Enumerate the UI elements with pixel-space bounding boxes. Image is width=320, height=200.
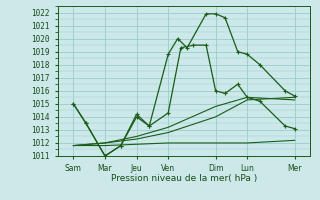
X-axis label: Pression niveau de la mer( hPa ): Pression niveau de la mer( hPa ) (111, 174, 257, 183)
